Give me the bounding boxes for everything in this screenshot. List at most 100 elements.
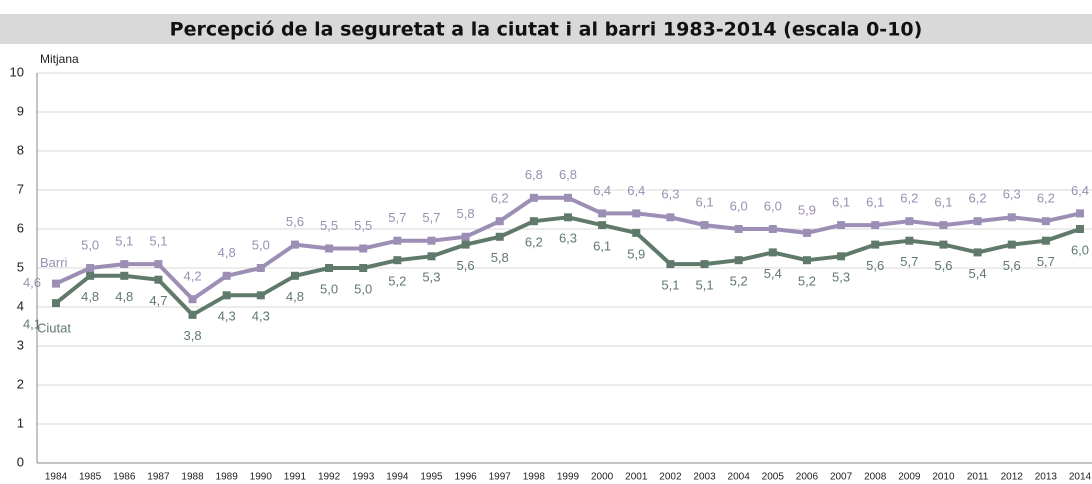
x-tick-label: 1988 xyxy=(181,472,204,483)
point-marker xyxy=(973,217,982,226)
title-bar xyxy=(0,14,1092,44)
x-tick-label: 1992 xyxy=(318,472,341,483)
point-marker xyxy=(86,264,95,272)
x-tick-label: 2003 xyxy=(693,472,716,483)
point-marker xyxy=(700,221,709,230)
data-label: 5,3 xyxy=(832,270,850,285)
data-label: 5,6 xyxy=(866,258,884,273)
data-label: 5,7 xyxy=(1037,254,1055,269)
point-marker xyxy=(461,232,470,241)
x-tick-label: 2011 xyxy=(967,472,989,483)
x-tick-label: 2005 xyxy=(762,472,785,483)
point-marker xyxy=(1007,213,1016,222)
x-tick-label: 2012 xyxy=(1001,472,1024,483)
point-marker xyxy=(973,248,982,257)
y-tick-label: 1 xyxy=(17,415,24,430)
x-tick-label: 2002 xyxy=(659,472,682,483)
data-label: 6,4 xyxy=(1071,183,1089,198)
x-tick-label: 2010 xyxy=(932,472,955,483)
data-label: 6,3 xyxy=(1003,187,1021,202)
point-marker xyxy=(52,279,60,288)
data-label: 5,2 xyxy=(730,274,748,289)
point-marker xyxy=(427,252,436,261)
data-label: 4,8 xyxy=(81,289,99,304)
point-marker xyxy=(734,225,743,233)
point-marker xyxy=(734,256,743,265)
point-marker xyxy=(52,299,60,308)
data-label: 6,2 xyxy=(491,191,509,206)
data-label: 5,4 xyxy=(969,266,987,281)
data-label: 5,0 xyxy=(81,237,99,252)
data-label: 6,4 xyxy=(593,183,611,198)
point-marker xyxy=(666,213,675,222)
point-marker xyxy=(290,271,299,280)
point-marker xyxy=(768,225,777,233)
data-label: 6,1 xyxy=(593,239,611,254)
x-tick-label: 2009 xyxy=(898,472,921,483)
data-label: 4,1 xyxy=(23,317,41,332)
point-marker xyxy=(598,221,607,230)
point-marker xyxy=(222,271,231,280)
x-tick-label: 1987 xyxy=(147,472,170,483)
x-tick-label: 1998 xyxy=(523,472,546,483)
y-tick-label: 3 xyxy=(17,337,24,352)
data-label: 4,8 xyxy=(115,289,133,304)
point-marker xyxy=(256,264,265,272)
data-label: 5,4 xyxy=(764,266,782,281)
data-label: 5,9 xyxy=(627,246,645,261)
data-label: 4,8 xyxy=(286,289,304,304)
x-tick-label: 2008 xyxy=(864,472,887,483)
y-tick-label: 2 xyxy=(17,376,24,391)
point-marker xyxy=(325,244,334,253)
data-label: 4,3 xyxy=(252,309,270,324)
point-marker xyxy=(1076,225,1084,233)
x-tick-label: 1999 xyxy=(557,472,580,483)
data-label: 5,6 xyxy=(457,258,475,273)
data-label: 5,8 xyxy=(457,206,475,221)
y-tick-label: 9 xyxy=(17,103,24,118)
series-label: Ciutat xyxy=(37,321,71,336)
data-label: 5,7 xyxy=(422,210,440,225)
data-label: 5,0 xyxy=(354,281,372,296)
data-label: 5,2 xyxy=(388,274,406,289)
point-marker xyxy=(427,236,436,245)
y-tick-label: 4 xyxy=(17,298,24,313)
point-marker xyxy=(154,260,163,269)
data-label: 5,6 xyxy=(934,258,952,273)
point-marker xyxy=(495,217,504,226)
data-label: 6,8 xyxy=(559,167,577,182)
data-label: 5,1 xyxy=(115,234,133,249)
x-tick-label: 1994 xyxy=(386,472,409,483)
point-marker xyxy=(939,221,948,230)
point-marker xyxy=(529,193,538,202)
data-label: 6,2 xyxy=(969,191,987,206)
y-tick-label: 0 xyxy=(17,454,24,469)
point-marker xyxy=(188,310,197,319)
data-label: 6,2 xyxy=(525,235,543,250)
x-tick-label: 2004 xyxy=(728,472,751,483)
data-label: 5,1 xyxy=(149,234,167,249)
point-marker xyxy=(700,260,709,269)
point-marker xyxy=(632,228,641,237)
x-tick-label: 1996 xyxy=(454,472,477,483)
data-label: 6,4 xyxy=(627,183,645,198)
series-label: Barri xyxy=(40,255,68,270)
x-tick-label: 1985 xyxy=(79,472,102,483)
y-tick-label: 5 xyxy=(17,259,24,274)
data-label: 6,1 xyxy=(866,195,884,210)
data-label: 5,3 xyxy=(422,270,440,285)
x-tick-label: 1993 xyxy=(352,472,375,483)
data-label: 5,2 xyxy=(798,274,816,289)
x-tick-label: 1984 xyxy=(45,472,68,483)
x-tick-label: 1990 xyxy=(250,472,273,483)
data-label: 6,0 xyxy=(1071,242,1089,257)
data-label: 3,8 xyxy=(183,328,201,343)
data-label: 4,7 xyxy=(149,293,167,308)
point-marker xyxy=(359,264,368,272)
point-marker xyxy=(1041,236,1050,245)
point-marker xyxy=(837,252,846,261)
point-marker xyxy=(222,291,231,300)
y-tick-label: 8 xyxy=(17,142,24,157)
data-label: 6,2 xyxy=(1037,191,1055,206)
point-marker xyxy=(632,209,641,218)
